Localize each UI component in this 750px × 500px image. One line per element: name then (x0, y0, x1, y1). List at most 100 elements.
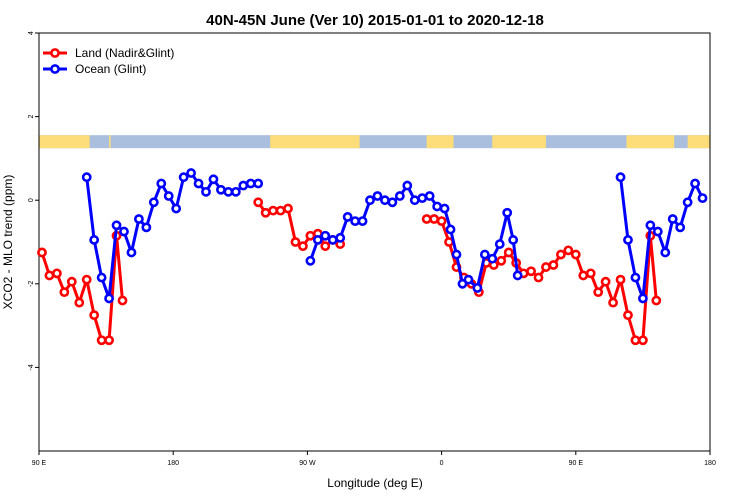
plot-frame (38, 32, 711, 452)
data-point (66, 276, 77, 287)
data-point (439, 203, 450, 214)
data-point (305, 230, 316, 241)
data-point (660, 247, 671, 258)
data-point (126, 247, 137, 258)
series-land (37, 197, 662, 346)
data-point (156, 178, 167, 189)
data-point (327, 235, 338, 245)
data-point (357, 216, 368, 226)
data-point (533, 272, 544, 283)
data-point (675, 222, 686, 233)
x-tick-label: 90 E (569, 460, 584, 467)
data-point (275, 205, 286, 216)
data-point (615, 172, 626, 183)
legend: Land (Nadir&Glint) Ocean (Glint) (43, 46, 174, 76)
strip-land-segment (492, 135, 546, 149)
data-point (417, 193, 428, 204)
data-point (502, 207, 513, 218)
data-point (387, 197, 398, 208)
data-point (697, 193, 708, 204)
data-point (667, 214, 678, 224)
data-point (372, 191, 383, 201)
y-tick-label: -2 (28, 281, 35, 287)
data-point (350, 216, 361, 226)
data-point (117, 295, 128, 306)
x-axis-label: Longitude (deg E) (327, 476, 422, 490)
legend-marker (50, 48, 60, 58)
strip-land-segment (270, 135, 360, 149)
data-point (436, 216, 447, 226)
data-point (496, 255, 507, 266)
data-point (141, 222, 152, 233)
data-point (230, 186, 241, 197)
data-point (608, 297, 618, 308)
data-point (171, 203, 182, 214)
data-point (638, 293, 648, 304)
data-point (44, 270, 55, 281)
data-point (148, 197, 159, 208)
legend-label: Land (Nadir&Glint) (75, 46, 174, 60)
data-point (193, 178, 204, 189)
data-point (479, 249, 490, 260)
data-point (104, 335, 114, 346)
data-point (342, 212, 353, 222)
x-tick-label: 90 E (32, 460, 47, 467)
y-axis-label: XCO2 - MLO trend (ppm) (1, 175, 15, 310)
strip-land-segment (626, 135, 675, 149)
data-point (201, 186, 211, 197)
data-point (163, 191, 174, 201)
data-point (563, 245, 574, 256)
data-point (555, 249, 566, 260)
data-point (238, 180, 249, 191)
data-point (541, 262, 551, 272)
data-point (298, 241, 308, 252)
data-point (615, 274, 626, 285)
data-point (508, 235, 519, 245)
data-point (320, 241, 331, 252)
data-point (512, 270, 523, 281)
strip-land-segment (687, 135, 710, 149)
data-point (186, 168, 196, 178)
data-point (380, 195, 390, 206)
series-layer (37, 168, 708, 346)
data-point (503, 247, 514, 258)
data-point (96, 335, 107, 346)
data-point (445, 224, 456, 235)
strip-land-segment (39, 135, 90, 149)
data-point (51, 268, 62, 279)
data-point (305, 255, 316, 266)
data-point (578, 270, 589, 281)
data-point (463, 274, 474, 285)
data-point (487, 253, 498, 264)
data-point (652, 226, 663, 237)
data-point (81, 274, 92, 285)
data-point (312, 235, 323, 245)
data-point (394, 191, 405, 201)
data-point (178, 172, 189, 183)
y-tick-label: -4 (28, 364, 35, 370)
data-point (119, 226, 129, 237)
data-point (74, 297, 85, 308)
data-point (223, 186, 234, 197)
data-point (472, 283, 483, 293)
data-point (645, 220, 656, 231)
data-point (600, 276, 611, 287)
data-point (253, 178, 264, 189)
data-point (96, 272, 107, 283)
x-axis: 90 E 180 90 W 0 90 E 180 (32, 451, 716, 467)
data-point (451, 249, 462, 260)
data-point (494, 239, 505, 249)
data-point (89, 310, 100, 321)
data-point (245, 178, 256, 189)
data-point (429, 214, 440, 224)
data-point (593, 287, 604, 298)
data-point (335, 232, 346, 243)
data-point (623, 310, 633, 321)
data-point (690, 178, 700, 189)
data-point (59, 287, 70, 298)
data-point (37, 247, 47, 258)
data-point (290, 237, 301, 247)
data-point (89, 235, 100, 245)
x-tick-label: 180 (167, 460, 179, 467)
x-tick-label: 0 (440, 460, 444, 467)
